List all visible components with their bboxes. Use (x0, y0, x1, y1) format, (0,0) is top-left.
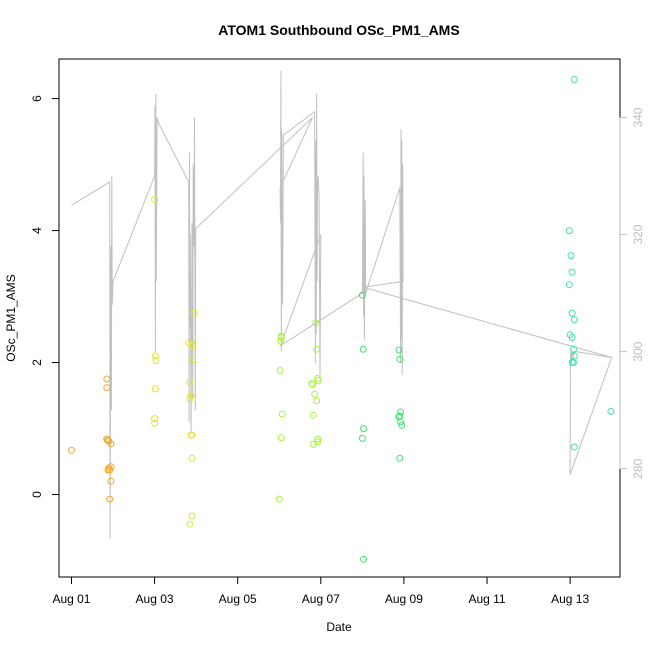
secondary-line-series (71, 70, 613, 540)
scatter-point (360, 425, 368, 432)
y-tick-label: 0 (30, 491, 44, 498)
scatter-point (186, 395, 194, 403)
scatter-point (277, 332, 285, 340)
scatter-point (68, 446, 75, 454)
scatter-point (314, 376, 322, 384)
y-axis: 0 2 4 6 (30, 95, 60, 498)
scatter-point (187, 392, 195, 399)
scatter-point (151, 415, 159, 423)
scatter-point (570, 316, 578, 324)
scatter-point (567, 252, 575, 260)
y2-tick-label: 320 (631, 224, 645, 244)
scatter-point (106, 466, 114, 474)
scatter-point (103, 435, 111, 443)
scatter-point (107, 477, 115, 485)
secondary-y-axis: 280 300 320 340 (619, 107, 645, 479)
scatter-point (152, 357, 160, 365)
scatter-point (188, 454, 196, 462)
scatter-point (276, 367, 284, 374)
scatter-point (103, 375, 111, 383)
scatter-point (359, 345, 367, 353)
chart-title: ATOM1 Southbound OSc_PM1_AMS (218, 22, 459, 38)
scatter-point (151, 196, 159, 204)
y2-tick-label: 340 (631, 107, 645, 127)
x-tick-label: Aug 09 (385, 592, 423, 606)
y2-tick-label: 280 (631, 458, 645, 478)
scatter-point (568, 334, 576, 341)
scatter-point (607, 407, 615, 415)
scatter-point (308, 380, 316, 388)
y2-tick-label: 300 (631, 341, 645, 361)
scatter-point (565, 281, 573, 289)
scatter-point (278, 410, 286, 418)
scatter-point (398, 421, 406, 429)
scatter-point (103, 384, 111, 392)
scatter-point (151, 419, 159, 427)
y-tick-label: 2 (30, 359, 44, 366)
scatter-point (188, 512, 196, 520)
x-tick-label: Aug 01 (52, 592, 90, 606)
y-tick-label: 4 (30, 227, 44, 234)
scatter-point (314, 438, 321, 446)
scatter-point (570, 76, 578, 83)
scatter-point (277, 434, 285, 442)
scatter-point (570, 443, 578, 451)
secondary-line (71, 70, 613, 540)
scatter-point (397, 408, 405, 416)
scatter-point (568, 268, 576, 276)
y-tick-label: 6 (30, 95, 44, 102)
scatter-point (565, 227, 573, 235)
scatter-point (107, 440, 115, 448)
scatter-point (568, 309, 576, 317)
scatter-point (277, 337, 285, 345)
x-tick-label: Aug 11 (468, 592, 505, 606)
scatter-point (186, 520, 194, 528)
scatter-point (396, 454, 404, 462)
plot-frame (58, 58, 621, 578)
scatter-point (313, 397, 321, 405)
scatter-point (189, 342, 197, 350)
scatter-point (190, 309, 198, 317)
scatter-point (358, 434, 366, 442)
scatter-point (313, 345, 321, 353)
x-axis: Aug 01 Aug 03 Aug 05 Aug 07 Aug 09 Aug 11 Aug … (52, 576, 589, 606)
scatter-point (397, 418, 405, 426)
scatter-point (312, 319, 320, 327)
scatter-point (189, 356, 197, 364)
scatter-point (570, 352, 578, 360)
scatter-point (186, 378, 194, 386)
scatter-point (396, 355, 404, 363)
scatter-point (151, 352, 159, 360)
y-axis-label: OSc_PM1_AMS (4, 274, 18, 361)
x-tick-label: Aug 07 (302, 592, 340, 606)
scatter-point (568, 359, 576, 366)
x-tick-label: Aug 05 (219, 592, 257, 606)
scatter-point (107, 463, 115, 471)
scatter-point (151, 385, 159, 393)
scatter-point (309, 411, 317, 419)
scatter-point (358, 291, 366, 299)
scatter-point (106, 495, 114, 503)
x-tick-label: Aug 13 (551, 592, 589, 606)
x-tick-label: Aug 03 (136, 592, 174, 606)
scatter-point (309, 380, 316, 388)
scatter-point (360, 555, 368, 563)
scatter-point (395, 346, 403, 354)
scatter-series (68, 76, 615, 563)
scatter-point (570, 345, 577, 353)
scatter-point (275, 495, 283, 503)
scatter-point (314, 435, 322, 443)
scatter-point (188, 431, 196, 439)
x-axis-label: Date (326, 620, 352, 634)
scatter-point (311, 390, 319, 398)
